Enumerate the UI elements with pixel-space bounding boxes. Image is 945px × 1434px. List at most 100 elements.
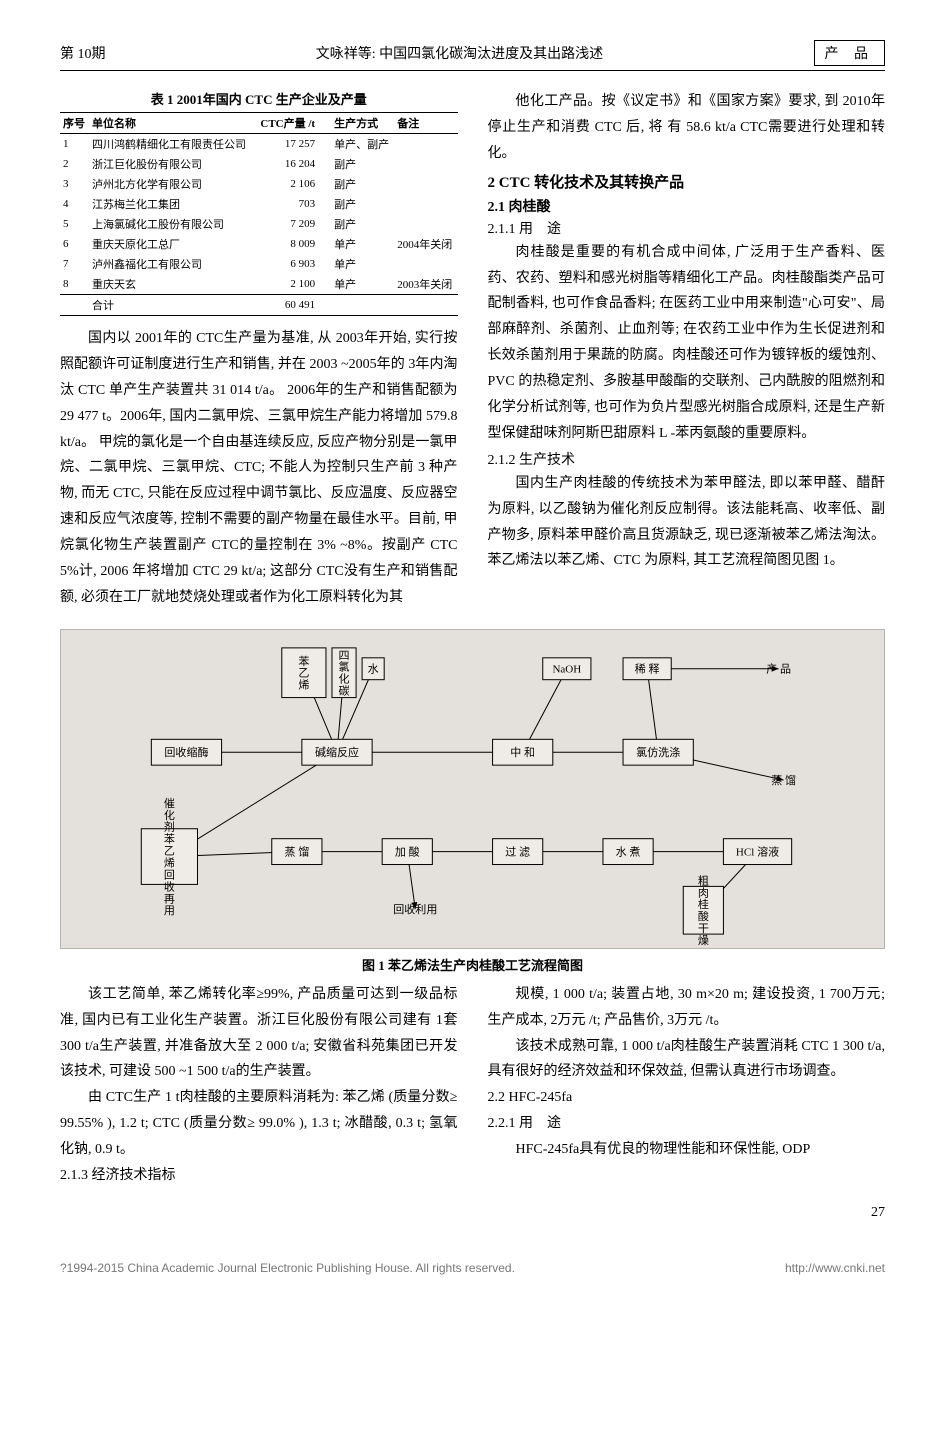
table-cell: 副产 [331,214,394,234]
table-row: 6重庆天原化工总厂8 009单产2004年关闭 [60,234,458,254]
table-cell: 2004年关闭 [394,234,457,254]
table-cell: 单产、副产 [331,134,394,155]
flow-node-label: 蒸 馏 [284,844,309,858]
table-cell [394,295,457,316]
section-22-heading: 2.2 HFC-245fa [488,1085,886,1111]
left-column: 表 1 2001年国内 CTC 生产企业及产量 序号 单位名称 CTC产量 /t… [60,89,458,611]
table-cell: 2003年关闭 [394,274,457,295]
table-cell: 6 [60,234,89,254]
table-cell: 单产 [331,274,394,295]
table-cell: 泸州鑫福化工有限公司 [89,254,255,274]
table-cell: 8 009 [255,234,331,254]
flow-node-label: 加 酸 [395,844,420,858]
table-cell [394,154,457,174]
flow-node-label: NaOH [552,664,581,676]
flow-node-label: 四氯化碳 [339,650,350,698]
flow-node-label: 氯仿洗涤 [636,745,680,759]
bottom-left-column: 该工艺简单, 苯乙烯转化率≥99%, 产品质量可达到一级品标准, 国内已有工业化… [60,982,458,1189]
table-cell: 泸州北方化学有限公司 [89,174,255,194]
table-cell [394,134,457,155]
table-cell: 6 903 [255,254,331,274]
table-cell: 3 [60,174,89,194]
figure-1-block: 苯乙烯 四氯化碳 水 NaOH 稀 释 产 品回收缩酶 碱缩反应 中 和 氯仿洗涤蒸 馏 催化剂苯… [60,629,885,974]
table-cell [394,174,457,194]
top-columns: 表 1 2001年国内 CTC 生产企业及产量 序号 单位名称 CTC产量 /t… [60,89,885,611]
table-cell: 四川鸿鹤精细化工有限责任公司 [89,134,255,155]
table-cell [394,194,457,214]
br-para-3: HFC-245fa具有优良的物理性能和环保性能, ODP [488,1137,886,1163]
table-cell: 7 209 [255,214,331,234]
bl-para-1: 该工艺简单, 苯乙烯转化率≥99%, 产品质量可达到一级品标准, 国内已有工业化… [60,982,458,1086]
flow-node-label: 水 [368,663,379,676]
flow-node-label: 产 品 [766,662,791,676]
flow-node-label: HCl 溶液 [736,844,779,858]
section-212-para: 国内生产肉桂酸的传统技术为苯甲醛法, 即以苯甲醛、醋酐为原料, 以乙酸钠为催化剂… [488,471,886,575]
bl-para-2: 由 CTC生产 1 t肉桂酸的主要原料消耗为: 苯乙烯 (质量分数≥ 99.55… [60,1085,458,1163]
table-cell: 17 257 [255,134,331,155]
th-output: CTC产量 /t [255,113,331,134]
issue-number: 第 10期 [60,43,106,63]
table-cell: 16 204 [255,154,331,174]
th-name: 单位名称 [89,113,255,134]
flow-node-label: 回收缩酶 [164,745,208,759]
table-row: 4江苏梅兰化工集团703副产 [60,194,458,214]
footer: ?1994-2015 China Academic Journal Electr… [60,1261,885,1275]
section-212-heading: 2.1.2 生产技术 [488,449,886,469]
section-211-heading: 2.1.1 用 途 [488,218,886,238]
table-cell: 重庆天玄 [89,274,255,295]
br-para-2: 该技术成熟可靠, 1 000 t/a肉桂酸生产装置消耗 CTC 1 300 t/… [488,1034,886,1086]
flow-node-label: 碱缩反应 [315,745,359,759]
table-cell: 合计 [89,295,255,316]
figure-1-flowchart: 苯乙烯 四氯化碳 水 NaOH 稀 释 产 品回收缩酶 碱缩反应 中 和 氯仿洗涤蒸 馏 催化剂苯… [60,629,885,949]
table-cell: 7 [60,254,89,274]
th-mode: 生产方式 [331,113,394,134]
table-cell: 1 [60,134,89,155]
table-row: 5上海氯碱化工股份有限公司7 209副产 [60,214,458,234]
section-221-heading: 2.2.1 用 途 [488,1111,886,1137]
section-211-para: 肉桂酸是重要的有机合成中间体, 广泛用于生产香料、医药、农药、塑料和感光树脂等精… [488,240,886,447]
section-21-heading: 2.1 肉桂酸 [488,196,886,216]
table-cell: 60 491 [255,295,331,316]
page-number: 27 [60,1205,885,1221]
footer-left: ?1994-2015 China Academic Journal Electr… [60,1261,515,1275]
table-cell: 单产 [331,234,394,254]
table-row: 1四川鸿鹤精细化工有限责任公司17 257单产、副产 [60,134,458,155]
table-cell [60,295,89,316]
table-cell: 上海氯碱化工股份有限公司 [89,214,255,234]
table-cell: 8 [60,274,89,295]
flow-node-label: 催化剂苯乙烯回收再用 [164,796,175,917]
running-title: 文咏祥等: 中国四氯化碳淘汰进度及其出路浅述 [106,43,814,63]
table-cell: 副产 [331,194,394,214]
table-cell [331,295,394,316]
table-row: 2浙江巨化股份有限公司16 204副产 [60,154,458,174]
table-cell: 单产 [331,254,394,274]
left-para-1: 国内以 2001年的 CTC生产量为基准, 从 2003年开始, 实行按照配额许… [60,326,458,611]
table-cell: 2 106 [255,174,331,194]
table-row: 3泸州北方化学有限公司2 106副产 [60,174,458,194]
table-cell: 江苏梅兰化工集团 [89,194,255,214]
section-213-heading: 2.1.3 经济技术指标 [60,1163,458,1189]
table-row: 7泸州鑫福化工有限公司6 903单产 [60,254,458,274]
footer-right: http://www.cnki.net [785,1261,885,1275]
table1-header-row: 序号 单位名称 CTC产量 /t 生产方式 备注 [60,113,458,134]
table-total-row: 合计60 491 [60,295,458,316]
table-cell: 5 [60,214,89,234]
table1: 序号 单位名称 CTC产量 /t 生产方式 备注 1四川鸿鹤精细化工有限责任公司… [60,112,458,316]
br-para-1: 规模, 1 000 t/a; 装置占地, 30 m×20 m; 建设投资, 1 … [488,982,886,1034]
flow-node-label: 稀 释 [635,663,660,676]
bottom-columns: 该工艺简单, 苯乙烯转化率≥99%, 产品质量可达到一级品标准, 国内已有工业化… [60,982,885,1189]
table-cell [394,214,457,234]
table1-caption: 表 1 2001年国内 CTC 生产企业及产量 [60,89,458,108]
table-cell: 副产 [331,154,394,174]
flow-node-label: 中 和 [510,746,535,759]
table-cell: 副产 [331,174,394,194]
flow-node-label: 苯乙烯 [298,654,309,692]
flow-node-label: 粗肉桂酸干燥 [698,874,709,947]
table-cell: 2 100 [255,274,331,295]
bottom-right-column: 规模, 1 000 t/a; 装置占地, 30 m×20 m; 建设投资, 1 … [488,982,886,1189]
th-seq: 序号 [60,113,89,134]
right-top-para: 他化工产品。按《议定书》和《国家方案》要求, 到 2010年停止生产和消费 CT… [488,89,886,167]
table-cell [394,254,457,274]
table-cell: 4 [60,194,89,214]
table-cell: 703 [255,194,331,214]
